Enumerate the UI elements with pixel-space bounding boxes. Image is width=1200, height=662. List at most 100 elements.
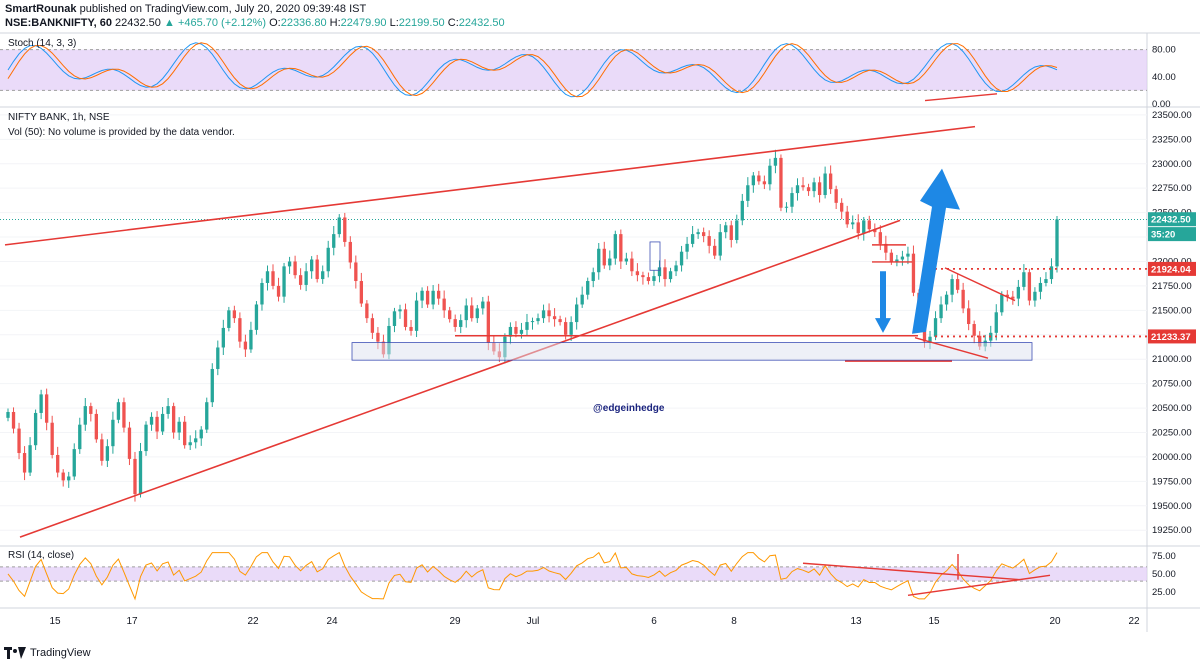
candle-body [486, 301, 490, 343]
candle-body [166, 406, 170, 414]
candle-body [17, 428, 21, 454]
time-tick-label: 29 [449, 616, 461, 627]
candle-body [685, 243, 689, 252]
up-triangle-icon: ▲ [163, 17, 175, 29]
candle-body [862, 220, 866, 234]
candle-body [994, 312, 998, 333]
candle-body [657, 267, 662, 277]
candle-body [619, 234, 623, 262]
candle-body [718, 232, 722, 256]
publish-info: published on TradingView.com, July 20, 2… [79, 3, 367, 15]
candle-body [111, 419, 115, 447]
candle-body [541, 310, 546, 319]
candle-body [442, 298, 446, 311]
candle-body [817, 182, 822, 196]
open-label: O: [269, 17, 281, 29]
price-axis[interactable]: 23500.0023250.0023000.0022750.0022500.00… [1148, 45, 1196, 598]
candle-body [679, 251, 684, 266]
candle-body [563, 322, 568, 335]
candle-body [116, 402, 121, 420]
candle-body [508, 326, 513, 337]
up-arrow-icon [912, 168, 960, 334]
candle-body [194, 438, 198, 443]
time-tick-label: 22 [1128, 616, 1140, 627]
rsi-pane [0, 551, 1147, 601]
candle-body [1044, 279, 1048, 283]
candle-body [922, 327, 927, 342]
candle-body [56, 454, 60, 473]
low-value: 22199.50 [398, 17, 445, 29]
candle-body [856, 222, 860, 234]
candle-body [768, 165, 772, 185]
candle-body [978, 335, 982, 347]
rsi-label[interactable]: RSI (14, close) [8, 550, 75, 561]
price-tick-label: 19750.00 [1152, 476, 1192, 487]
candle-body [911, 253, 916, 293]
price-tick-label: 21750.00 [1152, 281, 1192, 292]
candle-body [784, 206, 789, 208]
rsi-support-line [907, 574, 1051, 597]
watermark-text: @edgeinhedge [593, 403, 665, 414]
candle-body [519, 329, 524, 334]
candle-body [729, 225, 733, 240]
volume-note: Vol (50): No volume is provided by the d… [8, 127, 235, 138]
main-pane-title[interactable]: NIFTY BANK, 1h, NSE [8, 112, 110, 123]
time-tick-label: 24 [326, 616, 338, 627]
candle-body [895, 259, 899, 262]
candle-body [11, 411, 16, 429]
candle-body [138, 451, 143, 495]
candle-body [724, 225, 728, 233]
trendline-drawings[interactable] [4, 125, 1147, 538]
price-tick-label: 23000.00 [1152, 159, 1192, 170]
low-label: L: [389, 17, 399, 29]
candle-body [188, 442, 192, 446]
candle-body [867, 220, 871, 230]
candle-body [663, 267, 667, 280]
footer-brand[interactable]: TradingView [4, 647, 91, 659]
high-label: H: [329, 17, 341, 29]
stoch-k-line [7, 42, 1058, 98]
stoch-d-line [7, 42, 1058, 98]
candle-body [961, 289, 965, 309]
time-tick-label: 17 [126, 616, 138, 627]
candle-body [514, 326, 518, 334]
demand-zone [351, 342, 1033, 361]
time-axis[interactable]: 15 17 22 24 29 Jul 6 8 13 15 20 22 [49, 616, 1140, 627]
candle-body [470, 305, 474, 319]
candle-body [282, 266, 286, 297]
candle-body [403, 309, 408, 327]
candle-body [160, 413, 165, 432]
rsi-tick-label: 50.00 [1152, 569, 1176, 580]
price-tick-label: 23250.00 [1152, 134, 1192, 145]
time-tick-label: 15 [49, 616, 61, 627]
candle-body [779, 157, 783, 208]
price-badge [1148, 212, 1196, 227]
candle-body [552, 316, 557, 320]
candle-body [939, 304, 943, 319]
upper-wedge-trendline [4, 125, 976, 246]
time-tick-label: 22 [247, 616, 259, 627]
price-change: +465.70 (+2.12%) [177, 17, 267, 29]
candle-body [834, 189, 838, 203]
candle-body [28, 445, 32, 473]
candle-body [453, 319, 457, 327]
candle-body [105, 446, 110, 461]
author-name[interactable]: SmartRounak [5, 3, 77, 15]
candle-body [597, 248, 601, 273]
price-badge-label: 22432.50 [1151, 215, 1191, 226]
candle-body [701, 232, 706, 237]
candle-body [773, 157, 778, 166]
stoch-label[interactable]: Stoch (14, 3, 3) [8, 38, 77, 49]
candle-body [298, 275, 303, 285]
candle-body [630, 258, 634, 272]
price-badge-label: 21233.37 [1151, 332, 1191, 343]
candle-body [365, 303, 369, 319]
symbol-label[interactable]: NSE:BANKNIFTY, 60 [5, 17, 112, 29]
candle-body [210, 368, 214, 403]
candle-body [22, 453, 27, 473]
price-badge [1148, 261, 1196, 276]
candle-body [243, 341, 248, 350]
stoch-tick-label: 0.00 [1152, 99, 1171, 110]
candle-body [199, 429, 203, 439]
